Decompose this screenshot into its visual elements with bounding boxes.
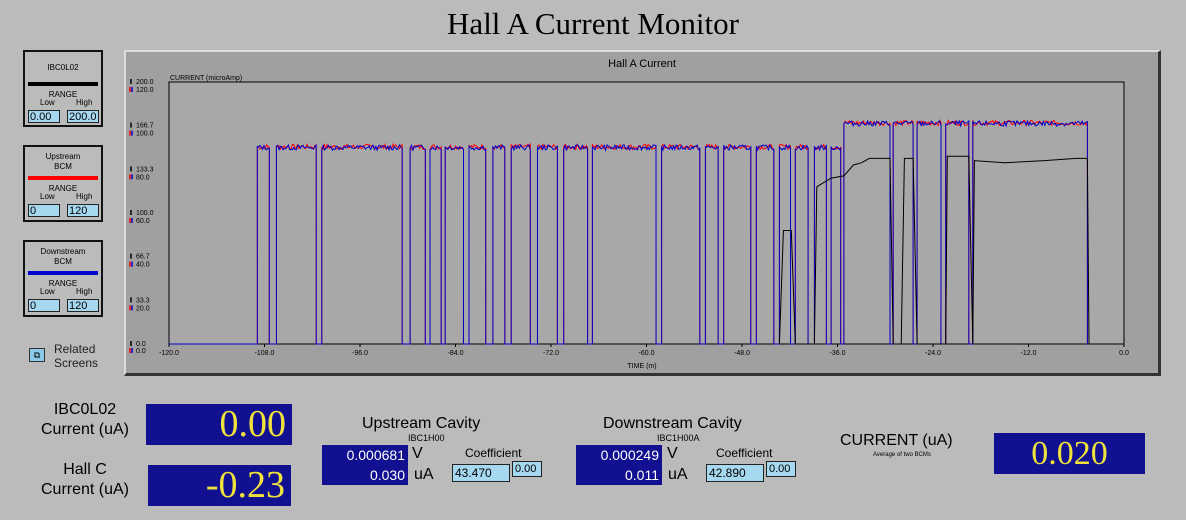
x-tick-label: 0.0 xyxy=(1119,350,1129,357)
low-label: Low xyxy=(40,287,55,296)
y-tick-label-ibc: 100.0 xyxy=(136,210,154,217)
range-label: RANGE xyxy=(48,90,78,99)
x-tick-label: -36.0 xyxy=(830,350,846,357)
legend-name-line2: BCM xyxy=(54,257,72,266)
downstream-coefficient-label: Coefficient xyxy=(716,446,773,460)
upstream-volts-unit: V xyxy=(412,445,423,462)
series-line-ibc0l02 xyxy=(778,155,1124,345)
downstream-volts-value: 0.000249 xyxy=(576,445,662,465)
downstream-amps-value: 0.011 xyxy=(576,465,662,485)
y-tick-label-bcm: 0.0 xyxy=(136,348,146,355)
upstream-offset-input[interactable] xyxy=(512,461,542,477)
upstream-amps-value: 0.030 xyxy=(322,465,408,485)
y-tick-label-bcm: 80.0 xyxy=(136,174,150,181)
hallc-current-label: Hall C Current (uA) xyxy=(40,461,130,498)
x-tick-label: -60.0 xyxy=(639,350,655,357)
legend-swatch-black xyxy=(28,82,98,86)
high-label: High xyxy=(76,98,93,107)
upstream-amps-unit: uA xyxy=(414,466,434,483)
windows-icon: ⧉ xyxy=(33,349,41,360)
related-screens-button[interactable]: ⧉ xyxy=(29,348,45,362)
chart-title: Hall A Current xyxy=(608,58,676,70)
upstream-coefficient-input[interactable] xyxy=(452,464,510,482)
high-label: High xyxy=(76,192,93,201)
x-tick-label: -24.0 xyxy=(925,350,941,357)
low-label: Low xyxy=(40,98,55,107)
ibc-current-value: 0.00 xyxy=(146,404,292,445)
y-tick-label-bcm: 120.0 xyxy=(136,87,154,94)
legend-name-line1: Upstream xyxy=(45,152,81,161)
range-high-input[interactable] xyxy=(67,110,99,123)
range-label: RANGE xyxy=(48,184,78,193)
y-tick-label-bcm: 100.0 xyxy=(136,131,154,138)
legend-ibc0l02: IBC0L02 RANGE Low High xyxy=(23,50,103,127)
downstream-cavity-id: IBC1H00A xyxy=(657,433,700,443)
downstream-amps-unit: uA xyxy=(668,466,688,483)
legend-swatch-red xyxy=(28,176,98,180)
hallc-current-value: -0.23 xyxy=(148,465,291,506)
y-tick-label-bcm: 60.0 xyxy=(136,218,150,225)
x-tick-label: -96.0 xyxy=(352,350,368,357)
high-label: High xyxy=(76,287,93,296)
upstream-cavity-id: IBC1H00 xyxy=(408,433,445,443)
legend-downstream-bcm: Downstream BCM RANGE Low High xyxy=(23,240,103,317)
y-tick-label-ibc: 200.0 xyxy=(136,79,154,86)
average-current-label: CURRENT (uA) xyxy=(840,432,953,449)
y-tick-label-bcm: 20.0 xyxy=(136,305,150,312)
low-label: Low xyxy=(40,192,55,201)
x-axis-label: TIME (m) xyxy=(627,363,656,370)
ibc-current-label: IBC0L02 Current (uA) xyxy=(40,401,130,438)
y-tick-label-ibc: 66.7 xyxy=(136,254,150,261)
upstream-coefficient-label: Coefficient xyxy=(465,446,522,460)
legend-name-line2: BCM xyxy=(54,162,72,171)
y-tick-label-ibc: 33.3 xyxy=(136,297,150,304)
x-tick-label: -120.0 xyxy=(159,350,179,357)
plot-area xyxy=(168,81,1125,345)
y-tick-label-bcm: 40.0 xyxy=(136,262,150,269)
y-tick-label-ibc: 166.7 xyxy=(136,123,154,130)
upstream-volts-value: 0.000681 xyxy=(322,445,408,465)
y-tick-label-ibc: 133.3 xyxy=(136,166,154,173)
x-tick-label: -84.0 xyxy=(448,350,464,357)
chart-frame: Hall A Current CURRENT (microAmp) TIME (… xyxy=(124,50,1161,376)
legend-swatch-blue xyxy=(28,271,98,275)
range-low-input[interactable] xyxy=(28,110,60,123)
downstream-volts-unit: V xyxy=(667,445,678,462)
average-current-value: 0.020 xyxy=(994,433,1145,474)
downstream-coefficient-input[interactable] xyxy=(706,464,764,482)
range-high-input[interactable] xyxy=(67,204,99,217)
range-label: RANGE xyxy=(48,279,78,288)
page-title: Hall A Current Monitor xyxy=(447,6,739,41)
range-high-input[interactable] xyxy=(67,299,99,312)
upstream-cavity-title: Upstream Cavity xyxy=(362,415,481,432)
x-tick-label: -72.0 xyxy=(543,350,559,357)
current-chart: Hall A Current CURRENT (microAmp) TIME (… xyxy=(129,58,1129,370)
downstream-cavity-title: Downstream Cavity xyxy=(603,415,742,432)
series-line-downstream-bcm xyxy=(169,119,1124,345)
legend-upstream-bcm: Upstream BCM RANGE Low High xyxy=(23,145,103,222)
range-low-input[interactable] xyxy=(28,204,60,217)
y-tick-label-ibc: 0.0 xyxy=(136,341,146,348)
legend-name-line1: Downstream xyxy=(40,247,86,256)
downstream-offset-input[interactable] xyxy=(766,461,796,477)
legend-name: IBC0L02 xyxy=(47,63,79,72)
average-current-sublabel: Average of two BCMs xyxy=(873,452,931,458)
range-low-input[interactable] xyxy=(28,299,60,312)
x-tick-label: -48.0 xyxy=(734,350,750,357)
x-tick-label: -12.0 xyxy=(1021,350,1037,357)
x-tick-label: -108.0 xyxy=(255,350,275,357)
y-axis-label: CURRENT (microAmp) xyxy=(170,75,242,82)
related-screens-label: Related Screens xyxy=(54,342,99,370)
